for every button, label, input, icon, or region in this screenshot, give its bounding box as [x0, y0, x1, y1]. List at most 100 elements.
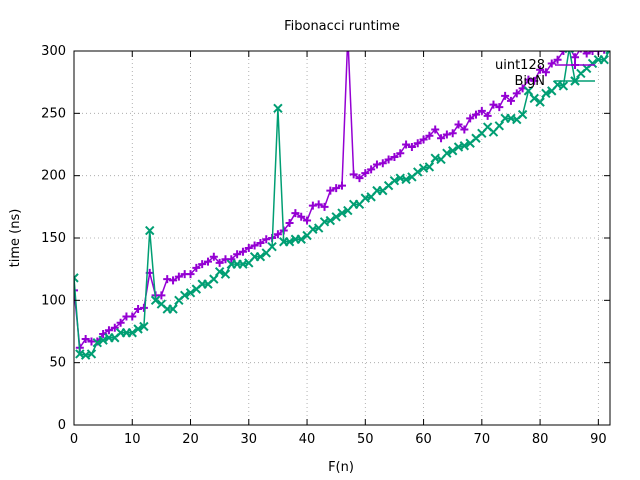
y-tick-label: 200: [41, 169, 66, 184]
data-point: [413, 139, 422, 148]
x-tick-label: 80: [532, 432, 549, 447]
data-point: [256, 238, 265, 247]
data-point: [559, 51, 568, 55]
series-layer: [74, 51, 610, 360]
data-point: [157, 291, 166, 300]
y-tick-label: 150: [41, 231, 66, 246]
data-point: [285, 219, 294, 228]
data-point: [588, 51, 597, 55]
data-point: [489, 100, 498, 109]
data-point: [81, 334, 90, 343]
data-point: [326, 186, 335, 195]
data-point: [517, 109, 528, 120]
x-tick-label: 70: [474, 432, 491, 447]
data-point: [535, 97, 545, 107]
data-point: [454, 120, 463, 129]
data-point: [536, 65, 545, 74]
data-point: [297, 212, 306, 221]
data-point: [134, 305, 143, 314]
data-point: [459, 141, 470, 151]
data-point: [215, 258, 224, 267]
data-point: [314, 200, 323, 209]
y-tick-label: 50: [49, 356, 66, 371]
data-point: [396, 149, 405, 158]
data-point: [401, 174, 411, 185]
legend-label: BigN: [514, 74, 545, 89]
data-point: [495, 103, 504, 112]
x-tick-label: 20: [182, 432, 199, 447]
data-point: [127, 328, 137, 338]
data-point: [209, 252, 218, 261]
data-point: [571, 61, 579, 69]
data-point: [442, 148, 452, 158]
data-point: [332, 184, 341, 193]
x-axis-label: F(n): [328, 460, 354, 475]
data-point: [477, 106, 486, 115]
data-point: [419, 135, 428, 144]
ticks: 0 10 20 30 40 50 60 70 80 90 0 50 100 150 200 250 300: [41, 44, 610, 447]
data-point: [296, 234, 306, 244]
data-point: [506, 96, 515, 105]
data-point: [74, 273, 79, 283]
data-point: [198, 260, 207, 269]
data-point: [186, 270, 195, 279]
data-point: [529, 93, 539, 104]
data-point: [460, 125, 469, 134]
data-point: [255, 251, 266, 262]
data-point: [267, 242, 277, 252]
data-point: [98, 335, 108, 345]
data-point: [169, 276, 178, 285]
data-point: [86, 349, 97, 359]
data-point: [437, 134, 446, 143]
x-tick-label: 90: [590, 432, 607, 447]
data-point: [174, 272, 183, 281]
data-point: [320, 202, 329, 211]
data-point: [128, 312, 137, 321]
data-point: [361, 169, 370, 178]
data-point: [262, 235, 271, 244]
data-point: [308, 201, 317, 210]
data-point: [233, 250, 242, 259]
x-tick-label: 0: [70, 432, 78, 447]
data-point: [483, 111, 492, 120]
data-point: [547, 59, 556, 68]
data-point: [92, 338, 103, 348]
chart-title: Fibonacci runtime: [284, 19, 400, 34]
data-point: [472, 110, 480, 119]
data-point: [501, 91, 510, 100]
data-point: [227, 255, 236, 264]
data-point: [179, 290, 190, 301]
data-point: [442, 130, 451, 139]
data-point: [168, 304, 178, 314]
data-point: [372, 160, 381, 169]
data-point: [337, 208, 347, 218]
data-point: [244, 243, 253, 252]
data-point: [349, 170, 358, 179]
data-point: [110, 323, 119, 332]
data-point: [367, 165, 376, 174]
data-point: [331, 212, 341, 222]
data-point: [273, 103, 283, 114]
data-point: [145, 225, 155, 236]
data-point: [163, 275, 172, 284]
data-point: [104, 326, 113, 335]
data-point: [558, 81, 569, 91]
legend-label: uint128: [495, 58, 545, 73]
data-point: [530, 76, 539, 85]
data-point: [303, 216, 312, 225]
data-point: [185, 288, 196, 298]
data-point: [291, 209, 300, 218]
data-point: [378, 159, 387, 168]
data-point: [447, 146, 458, 156]
data-point: [402, 140, 411, 149]
data-point: [273, 230, 282, 239]
y-tick-label: 100: [41, 293, 66, 308]
series-bign: [74, 51, 610, 360]
data-point: [284, 237, 295, 247]
data-point: [413, 167, 423, 177]
data-point: [524, 75, 533, 84]
y-tick-label: 300: [41, 44, 66, 59]
x-tick-label: 40: [299, 432, 316, 447]
